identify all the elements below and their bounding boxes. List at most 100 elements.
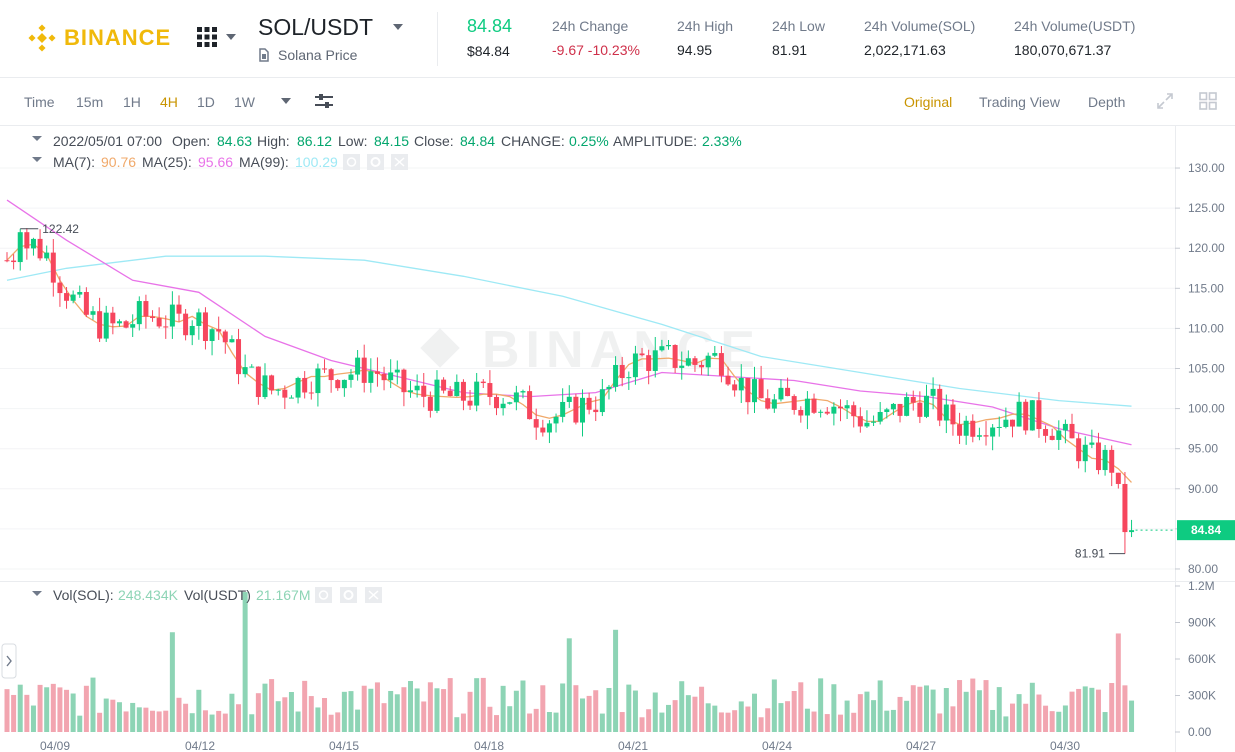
candle-body: [824, 411, 830, 414]
candle-body: [937, 388, 943, 421]
volume-bar: [626, 684, 632, 732]
volume-bar: [937, 713, 943, 732]
apps-menu[interactable]: [196, 26, 236, 48]
vol-tick-label: 0.00: [1188, 725, 1212, 739]
stat-24h-volume-sol: 24h Volume(SOL) 2,022,171.63: [864, 18, 975, 58]
ma99-polyline: [6, 255, 1132, 407]
collapse-ma-icon[interactable]: [32, 157, 42, 162]
top-header: BINANCE SOL/USDT Solana Price 84.84 $84.…: [0, 0, 1235, 78]
interval-time[interactable]: Time: [24, 94, 55, 110]
volume-bar: [1016, 694, 1022, 732]
chart-area[interactable]: BINANCE 130.00 125.00 120.00 115.00 110.00 10…: [0, 126, 1235, 752]
volume-bar: [414, 688, 420, 732]
volume-bar: [692, 696, 698, 732]
close-vol-icon[interactable]: [365, 587, 382, 603]
volume-bar: [1003, 716, 1009, 732]
expand-icon[interactable]: [1156, 92, 1174, 110]
candle-body: [857, 416, 863, 427]
collapse-vol-icon[interactable]: [32, 591, 42, 596]
close-ma-icon[interactable]: [391, 154, 408, 170]
volume-bar: [110, 699, 116, 732]
candle-body: [487, 383, 493, 397]
hide-vol-icon[interactable]: [315, 587, 332, 603]
candle-body: [1122, 483, 1128, 533]
volume-bar: [1095, 689, 1101, 732]
candle-body: [798, 409, 804, 416]
legend-low-label: Low:: [338, 133, 368, 149]
candle-body: [414, 385, 420, 391]
settings-ma-icon[interactable]: [367, 154, 384, 170]
stat-24h-low: 24h Low 81.91: [772, 18, 825, 58]
candle-body: [216, 329, 222, 332]
settings-vol-icon[interactable]: [340, 587, 357, 603]
candlestick-chart[interactable]: BINANCE 130.00 125.00 120.00 115.00 110.00 10…: [0, 126, 1235, 752]
time-tick-label: 04/09: [40, 739, 70, 752]
candle-body: [467, 400, 473, 406]
candle-body: [136, 301, 142, 325]
side-panel-toggle[interactable]: [1, 643, 17, 679]
candle-body: [1089, 442, 1095, 445]
volume-bar: [679, 681, 685, 732]
interval-1w[interactable]: 1W: [234, 94, 255, 110]
binance-logo[interactable]: BINANCE: [28, 24, 171, 52]
candle-body: [983, 435, 989, 437]
collapse-legend-icon[interactable]: [32, 136, 42, 141]
candle-body: [672, 344, 678, 368]
interval-1d[interactable]: 1D: [197, 94, 215, 110]
view-depth[interactable]: Depth: [1088, 94, 1126, 110]
volume-bar: [335, 712, 341, 732]
vol-tick-label: 1.2M: [1188, 579, 1215, 593]
volume-bar: [560, 683, 566, 732]
candle-body: [421, 385, 427, 397]
candle-body: [771, 399, 777, 409]
interval-4h[interactable]: 4H: [160, 94, 178, 110]
hide-ma-icon[interactable]: [343, 154, 360, 170]
price-tick-label: 115.00: [1188, 281, 1224, 295]
binance-diamond-icon: [28, 24, 56, 52]
pair-title: SOL/USDT: [258, 14, 374, 40]
interval-15m[interactable]: 15m: [76, 94, 104, 110]
candle-body: [613, 364, 619, 387]
candle-body: [90, 311, 96, 315]
view-original[interactable]: Original: [904, 94, 953, 110]
chevron-down-icon: [226, 34, 236, 40]
candle-body: [910, 397, 916, 403]
volume-bar: [1102, 712, 1108, 732]
candle-body: [646, 355, 652, 371]
pair-subtitle[interactable]: Solana Price: [258, 47, 373, 63]
volume-bar: [890, 709, 896, 732]
pair-subtitle-text: Solana Price: [278, 47, 358, 63]
volume-bar: [897, 696, 903, 732]
candle-body: [441, 379, 447, 391]
candle-body: [381, 373, 387, 381]
settings-sliders-icon[interactable]: [314, 92, 334, 110]
min-price-label: 81.91: [1075, 547, 1105, 561]
interval-1h[interactable]: 1H: [123, 94, 141, 110]
volume-bar: [130, 702, 136, 732]
candle-body: [130, 324, 136, 328]
volume-bar: [659, 712, 665, 732]
candle-body: [183, 313, 189, 336]
volume-bar: [718, 712, 724, 732]
time-tick-label: 04/15: [329, 739, 359, 752]
candle-body: [778, 387, 784, 400]
view-trading-view[interactable]: Trading View: [979, 94, 1060, 110]
volume-bar: [116, 702, 122, 732]
candle-body: [851, 405, 857, 417]
legend-open: 84.63: [217, 133, 252, 149]
volume-bar: [758, 717, 764, 732]
volume-bar: [44, 687, 50, 732]
pair-selector[interactable]: SOL/USDT Solana Price: [258, 14, 403, 63]
volume-bar: [30, 705, 36, 732]
volume-bar: [824, 714, 830, 732]
candle-body: [943, 404, 949, 421]
volume-bar: [70, 693, 76, 732]
candle-body: [1009, 419, 1015, 427]
last-price-block: 84.84 $84.84: [467, 16, 512, 59]
volume-bar: [778, 703, 784, 732]
candle-body: [1102, 449, 1108, 471]
more-intervals-icon[interactable]: [281, 98, 291, 104]
layout-grid-icon[interactable]: [1199, 92, 1217, 110]
candle-body: [890, 403, 896, 410]
pair-dropdown-icon: [393, 24, 403, 30]
